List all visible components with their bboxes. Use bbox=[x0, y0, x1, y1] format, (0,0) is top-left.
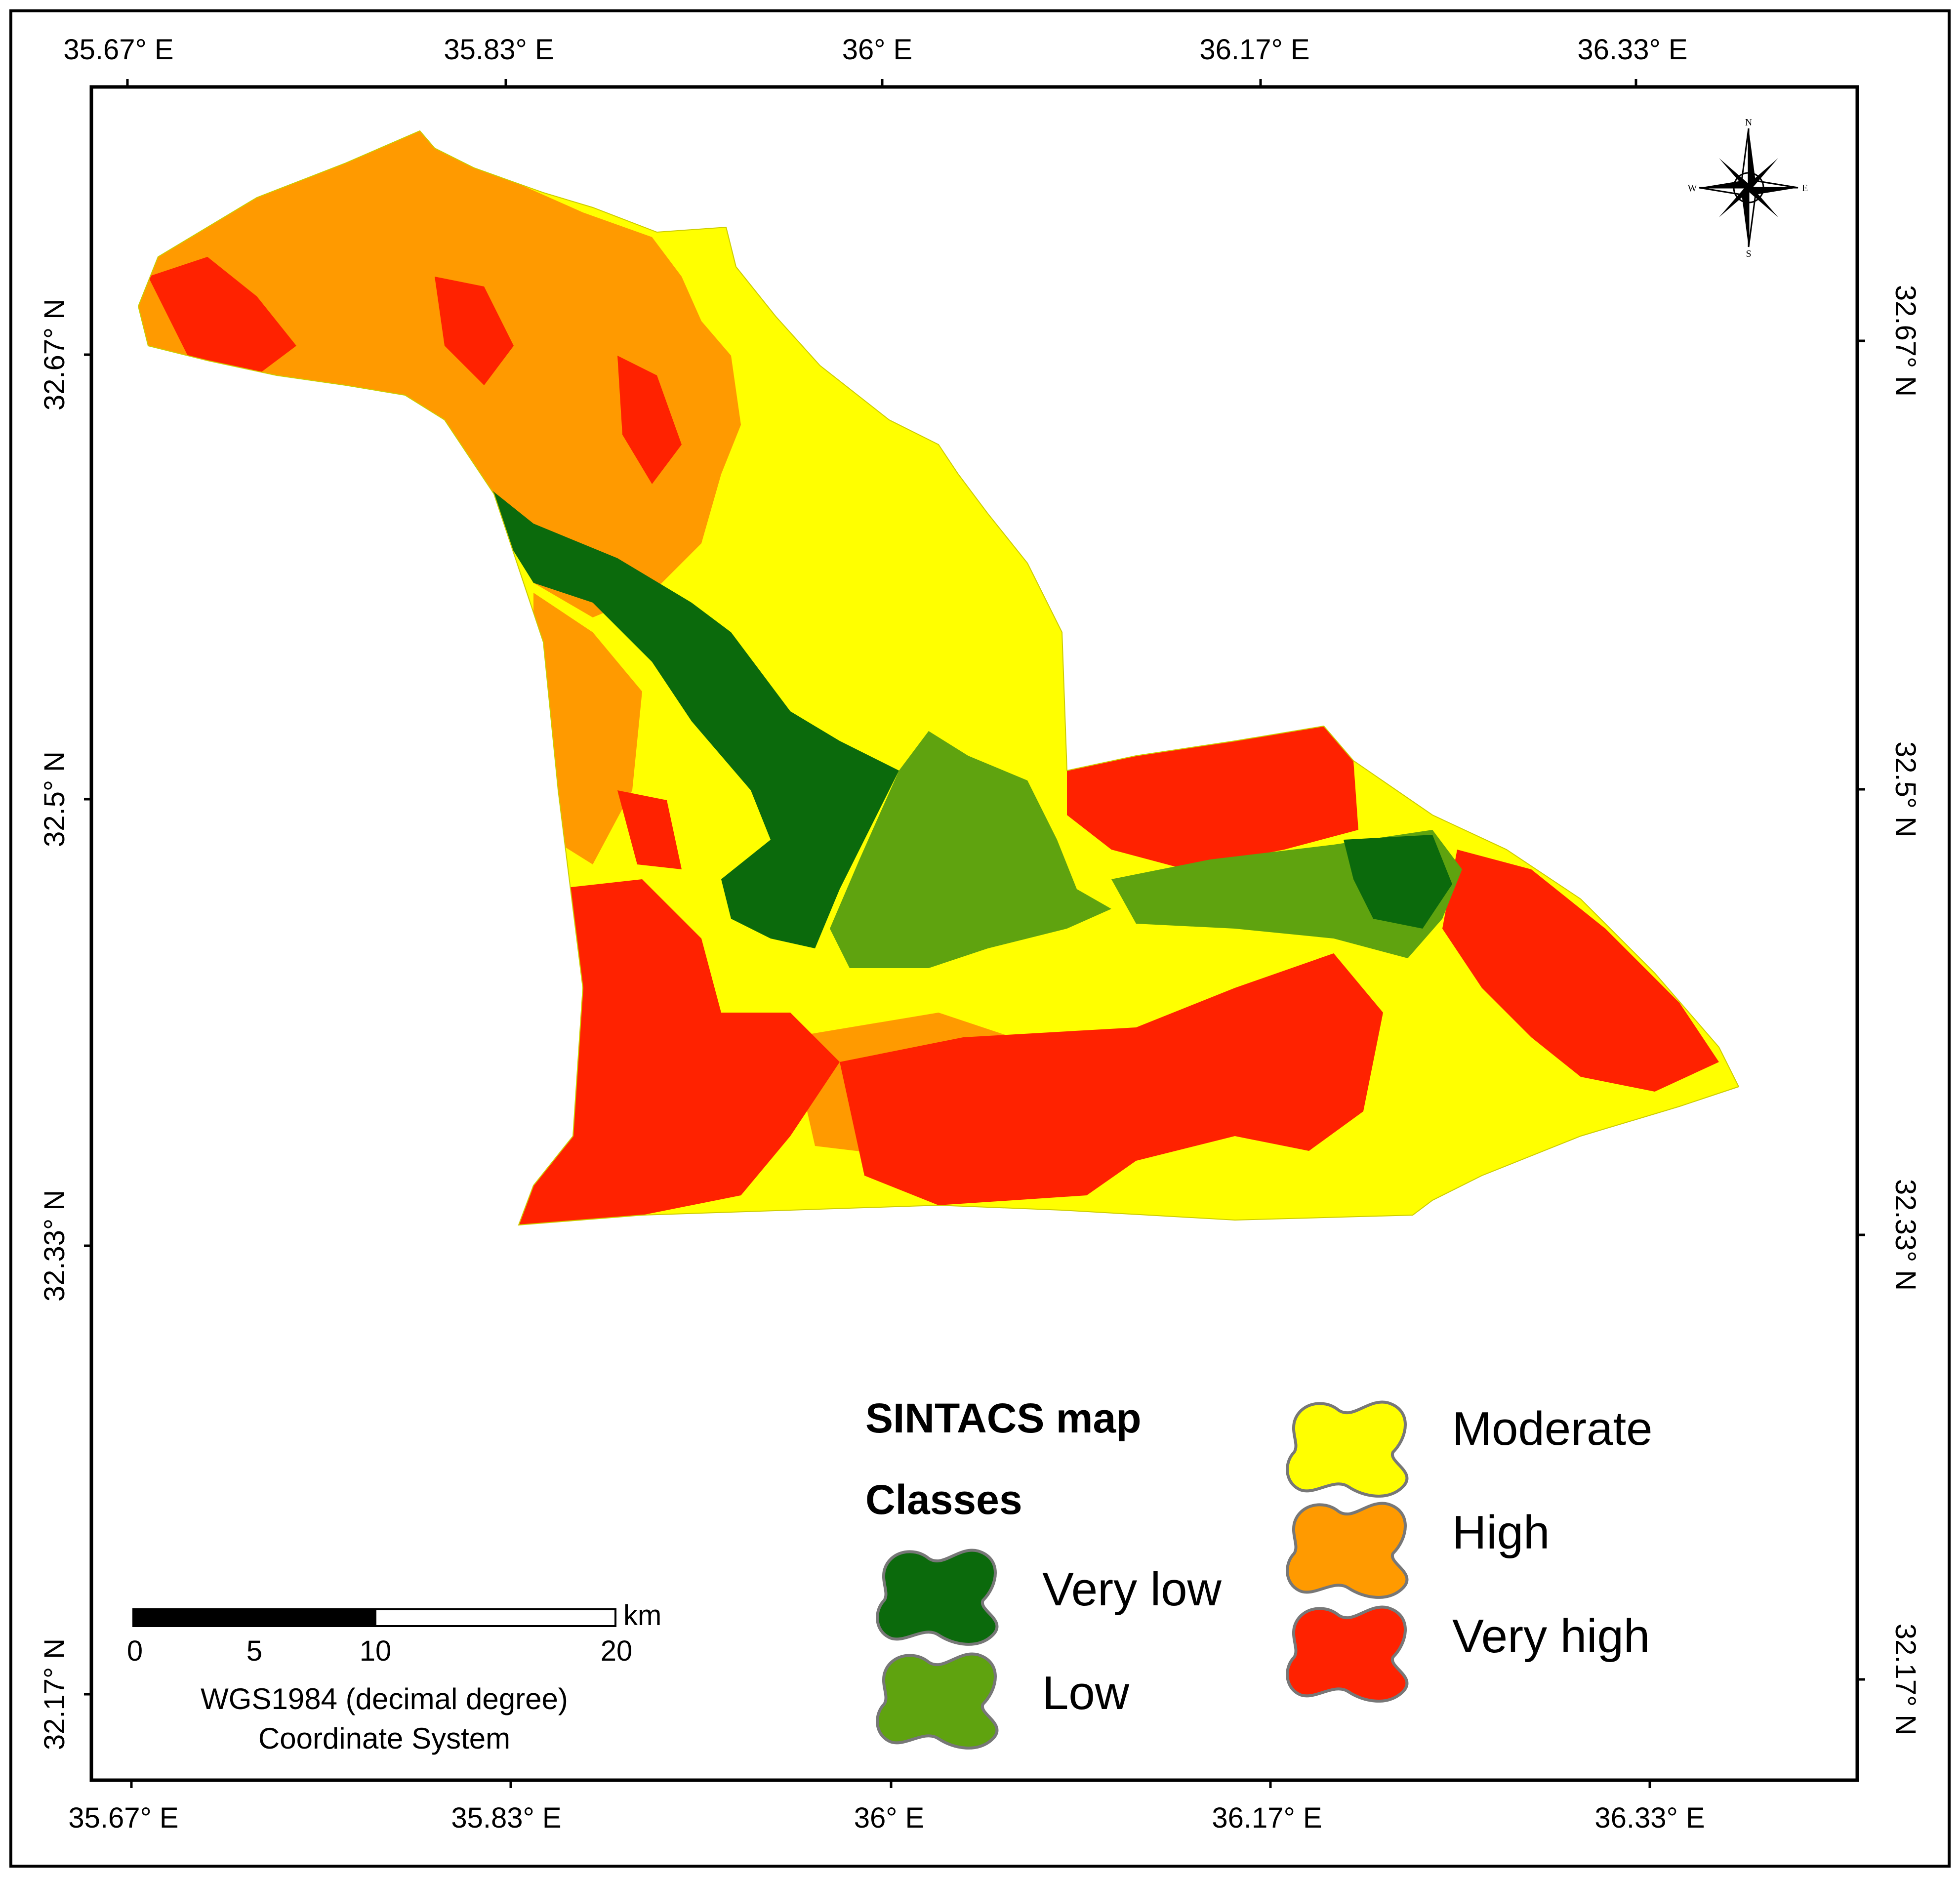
tick-label: 35.83° E bbox=[444, 34, 554, 66]
compass-n-label: N bbox=[1745, 117, 1752, 128]
legend-swatch-low bbox=[876, 1652, 999, 1750]
compass-rose-icon: N S E W bbox=[1688, 117, 1808, 259]
tick-label: 36.33° E bbox=[1594, 1802, 1705, 1834]
tick-label: 32.5° N bbox=[1889, 741, 1921, 837]
compass-s-label: S bbox=[1746, 248, 1751, 259]
bottom-longitude-axis: 35.67° E 35.83° E 36° E 36.17° E 36.33° … bbox=[68, 1780, 1705, 1834]
legend-label-very-low: Very low bbox=[1042, 1563, 1222, 1616]
top-longitude-axis: 35.67° E 35.83° E 36° E 36.17° E 36.33° … bbox=[63, 34, 1688, 87]
tick-label: 32.5° N bbox=[39, 751, 71, 847]
legend-label-low: Low bbox=[1042, 1667, 1130, 1719]
class-very-high-area bbox=[435, 277, 514, 385]
scale-bar-tick-0: 0 bbox=[127, 1635, 143, 1667]
legend-label-moderate: Moderate bbox=[1452, 1402, 1653, 1455]
legend-swatch-very-low bbox=[876, 1549, 999, 1646]
tick-label: 36.33° E bbox=[1577, 34, 1687, 66]
tick-label: 36.17° E bbox=[1212, 1802, 1322, 1834]
coordinate-system-line2: Coordinate System bbox=[258, 1722, 510, 1755]
scale-bar-unit: km bbox=[623, 1599, 661, 1632]
class-very-high-area bbox=[840, 953, 1383, 1205]
tick-label: 32.17° N bbox=[39, 1638, 71, 1750]
tick-label: 32.67° N bbox=[1889, 285, 1921, 397]
left-latitude-axis: 32.67° N 32.5° N 32.33° N 32.17° N bbox=[39, 299, 91, 1750]
legend-swatch-high bbox=[1286, 1502, 1409, 1599]
class-very-high-area bbox=[1442, 850, 1719, 1092]
compass-w-label: W bbox=[1688, 183, 1697, 194]
tick-label: 32.33° N bbox=[1889, 1179, 1921, 1291]
class-high-area bbox=[138, 131, 741, 617]
scale-bar: km 0 5 10 20 bbox=[127, 1599, 661, 1667]
coordinate-system-line1: WGS1984 (decimal degree) bbox=[201, 1682, 568, 1715]
scale-bar-white-segment bbox=[374, 1608, 616, 1627]
class-high-area bbox=[533, 593, 642, 864]
outer-border bbox=[9, 9, 1951, 1868]
scale-bar-tick-5: 5 bbox=[246, 1635, 262, 1667]
tick-label: 32.67° N bbox=[39, 299, 71, 410]
right-latitude-axis: 32.67° N 32.5° N 32.33° N 32.17° N bbox=[1857, 285, 1921, 1735]
legend-title: SINTACS map bbox=[865, 1395, 1142, 1441]
scale-bar-tick-20: 20 bbox=[601, 1635, 633, 1667]
tick-label: 35.83° E bbox=[451, 1802, 561, 1834]
class-low-area bbox=[830, 731, 1111, 968]
class-very-high-area bbox=[148, 257, 296, 375]
class-very-low-area bbox=[1344, 835, 1452, 929]
legend-swatch-moderate bbox=[1286, 1400, 1409, 1498]
tick-label: 32.17° N bbox=[1889, 1624, 1921, 1735]
tick-label: 35.67° E bbox=[63, 34, 173, 66]
study-area-outline bbox=[137, 130, 1740, 1226]
tick-label: 36.17° E bbox=[1199, 34, 1309, 66]
tick-label: 35.67° E bbox=[68, 1802, 178, 1834]
legend-swatch-very-high bbox=[1286, 1605, 1409, 1703]
legend-label-very-high: Very high bbox=[1452, 1610, 1650, 1663]
legend-label-high: High bbox=[1452, 1506, 1550, 1559]
class-very-high-area bbox=[617, 790, 682, 869]
scale-bar-tick-10: 10 bbox=[360, 1635, 392, 1667]
class-very-high-area bbox=[617, 356, 682, 484]
tick-label: 36° E bbox=[854, 1802, 925, 1834]
tick-label: 36° E bbox=[842, 34, 913, 66]
legend-subtitle: Classes bbox=[865, 1476, 1022, 1523]
tick-label: 32.33° N bbox=[39, 1190, 71, 1302]
compass-e-label: E bbox=[1802, 183, 1808, 194]
class-very-high-area bbox=[519, 879, 840, 1225]
class-very-high-area bbox=[1067, 726, 1358, 869]
legend: SINTACS map Classes Very low Low Moderat… bbox=[865, 1395, 1653, 1750]
class-very-low-area bbox=[484, 484, 899, 948]
scale-bar-black-segment bbox=[132, 1608, 376, 1627]
